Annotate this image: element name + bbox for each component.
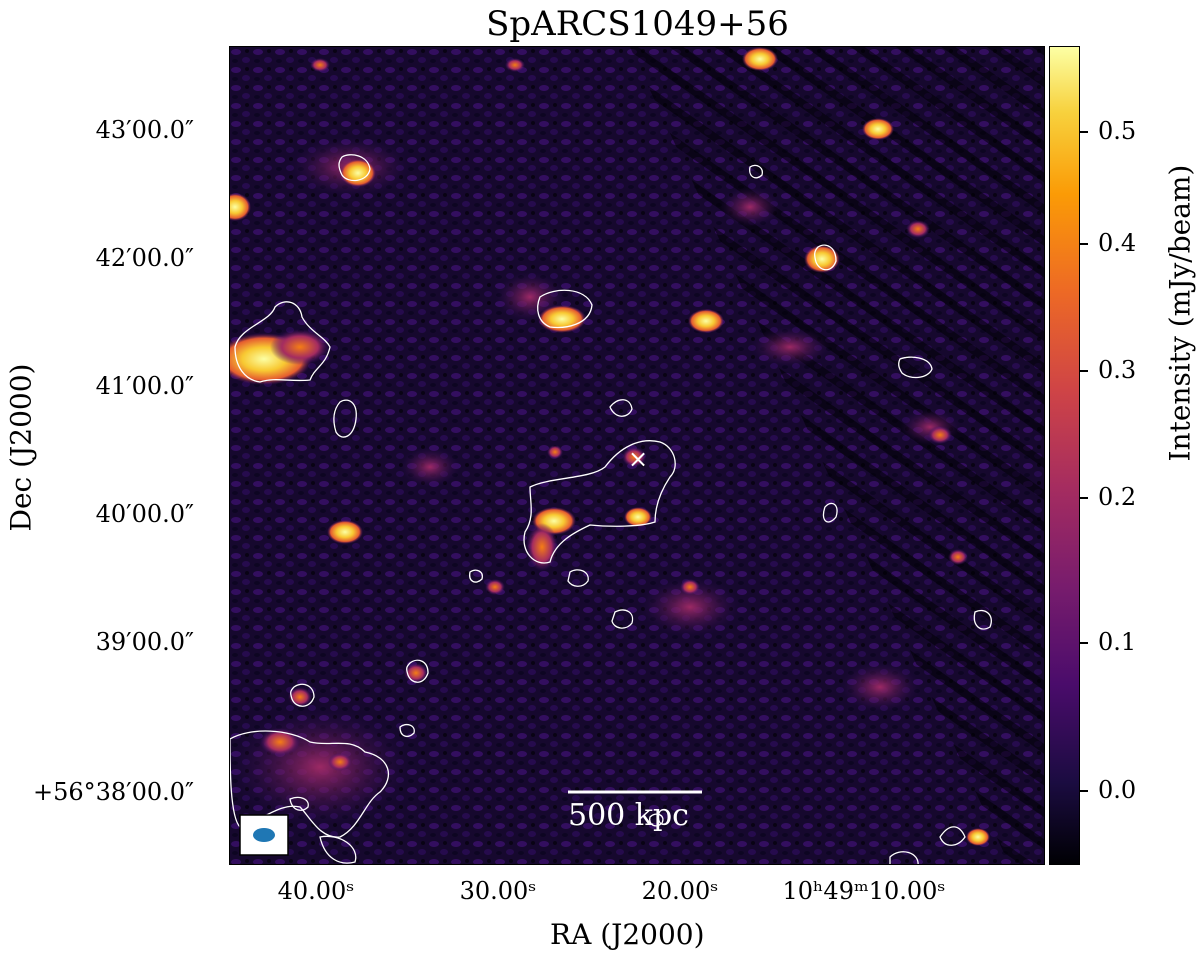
map-canvas: × bbox=[230, 47, 1044, 864]
colorbar-title: Intensity (mJy/beam) bbox=[1163, 164, 1197, 462]
radio-map: × bbox=[229, 46, 1045, 865]
colorbar-tick-label: 0.4 bbox=[1098, 229, 1137, 257]
dec-tick-label: 43′00.0″ bbox=[95, 116, 194, 144]
colorbar-tick-label: 0.1 bbox=[1098, 628, 1137, 656]
ra-tick-label: 30.00ˢ bbox=[459, 877, 537, 905]
colorbar-tick-label: 0.3 bbox=[1098, 356, 1137, 384]
radio-sources bbox=[230, 47, 990, 846]
ra-tick-label: 10ʰ49ᵐ10.00ˢ bbox=[782, 877, 946, 905]
dec-tick-label: 41′00.0″ bbox=[95, 372, 194, 400]
bcg-marker: × bbox=[628, 445, 648, 473]
map-stripe-pattern bbox=[630, 47, 1044, 864]
dec-tick-label: 40′00.0″ bbox=[95, 500, 194, 528]
colorbar-tick bbox=[1080, 370, 1088, 372]
colorbar-tick bbox=[1080, 131, 1088, 133]
dec-tick-label: 39′00.0″ bbox=[95, 628, 194, 656]
colorbar-tick-label: 0.5 bbox=[1098, 117, 1137, 145]
dec-tick-label: 42′00.0″ bbox=[95, 244, 194, 272]
colorbar bbox=[1049, 46, 1080, 865]
scalebar-label: 500 kpc bbox=[568, 798, 689, 833]
colorbar-tick-label: 0.2 bbox=[1098, 483, 1137, 511]
y-axis-title: Dec (J2000) bbox=[4, 363, 38, 532]
dec-tick-label: +56°38′00.0″ bbox=[32, 778, 194, 806]
colorbar-tick bbox=[1080, 497, 1088, 499]
ra-tick-label: 20.00ˢ bbox=[641, 877, 719, 905]
colorbar-tick bbox=[1080, 243, 1088, 245]
svg-text:×: × bbox=[628, 445, 648, 473]
beam-indicator bbox=[239, 814, 289, 856]
colorbar-tick-label: 0.0 bbox=[1098, 776, 1137, 804]
colorbar-tick bbox=[1080, 790, 1088, 792]
ra-tick-label: 40.00ˢ bbox=[277, 877, 355, 905]
figure-title: SpARCS1049+56 bbox=[486, 4, 789, 44]
colorbar-tick bbox=[1080, 642, 1088, 644]
x-axis-title: RA (J2000) bbox=[550, 918, 705, 951]
